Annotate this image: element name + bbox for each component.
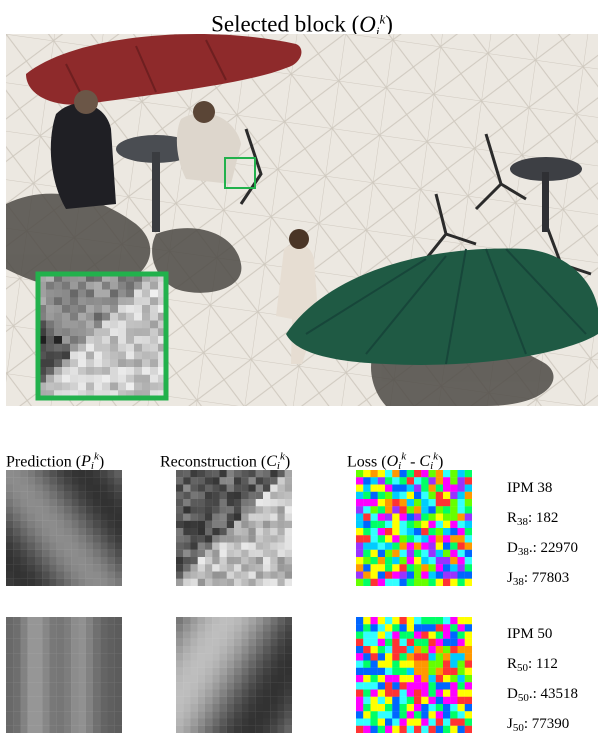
reconstruction-patch-ipm38-image [176, 470, 292, 586]
figure-title: Selected block (Oik) [211, 11, 393, 39]
selection-marker [224, 157, 256, 189]
reconstruction-header: Reconstruction (Cik) [160, 451, 291, 473]
ipm-label: IPM 38 [507, 480, 553, 496]
reconstruction-patch-ipm50-image [176, 617, 292, 733]
distortion-value: D38.: 22970 [507, 540, 579, 558]
cost-value: J38: 77803 [507, 570, 570, 588]
prediction-patch-ipm50-image [6, 617, 122, 733]
reconstruction-patch-ipm38 [176, 470, 292, 586]
loss-patch-ipm50-image [356, 617, 472, 733]
plaza-scene [6, 34, 598, 406]
rate-value: R50: 112 [507, 656, 558, 674]
prediction-patch-ipm38 [6, 470, 122, 586]
rate-value: R38: 182 [507, 510, 559, 528]
prediction-header: Prediction (Pik) [6, 451, 105, 473]
prediction-patch-ipm50 [6, 617, 122, 733]
cafe-table-left [116, 135, 196, 163]
stats-ipm50: IPM 50 R50: 112 D50.: 43518 J50: 77390 [507, 619, 578, 739]
reconstruction-patch-ipm50 [176, 617, 292, 733]
person-seated-dark [50, 103, 116, 209]
loss-patch-ipm38-image [356, 470, 472, 586]
prediction-patch-ipm38-image [6, 470, 122, 586]
red-umbrella [26, 34, 302, 105]
loss-header: Loss (Oik - Cik) [347, 451, 444, 473]
cost-value: J50: 77390 [507, 716, 570, 734]
ipm-label: IPM 50 [507, 626, 553, 642]
cafe-table-right [510, 157, 582, 181]
stats-ipm38: IPM 38 R38: 182 D38.: 22970 J38: 77803 [507, 473, 578, 593]
selected-block-photo [6, 34, 598, 406]
zoomed-block-inset [35, 271, 169, 401]
distortion-value: D50.: 43518 [507, 686, 579, 704]
loss-patch-ipm38 [356, 470, 472, 586]
loss-patch-ipm50 [356, 617, 472, 733]
